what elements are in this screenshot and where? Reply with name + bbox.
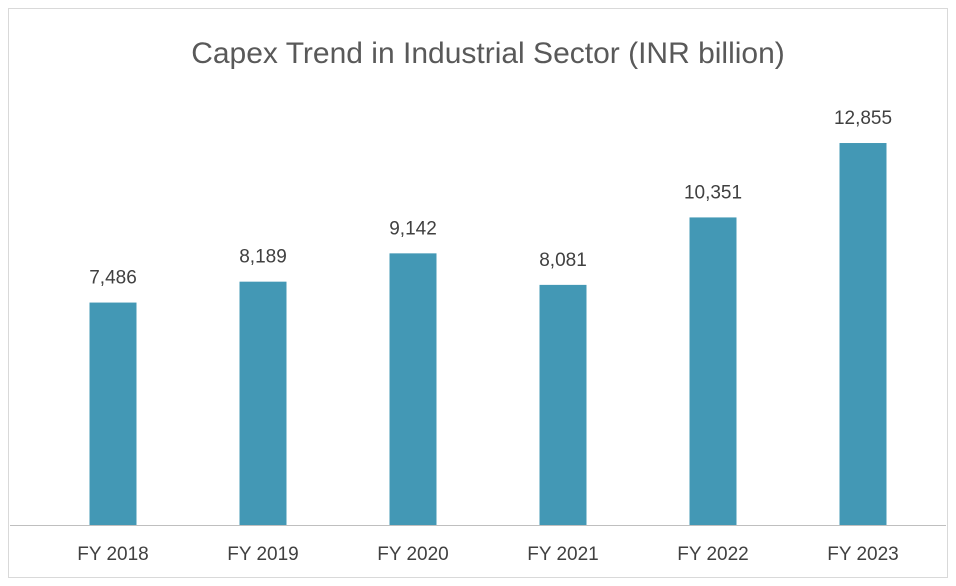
bar	[389, 253, 437, 526]
data-label: 8,081	[539, 250, 587, 271]
data-label: 9,142	[389, 218, 437, 239]
x-tick-label: FY 2020	[377, 544, 448, 565]
bar	[89, 302, 137, 525]
data-label: 7,486	[89, 268, 137, 289]
bar	[689, 217, 737, 525]
data-label: 12,855	[834, 108, 892, 129]
chart-border	[8, 8, 948, 578]
bar	[839, 143, 887, 525]
data-label: 8,189	[239, 247, 287, 268]
bar	[239, 281, 287, 525]
x-tick-label: FY 2018	[77, 544, 148, 565]
chart-title: Capex Trend in Industrial Sector (INR bi…	[191, 37, 785, 70]
data-label: 10,351	[684, 182, 742, 203]
x-tick-label: FY 2021	[527, 544, 598, 565]
x-tick-label: FY 2019	[227, 544, 298, 565]
x-tick-label: FY 2022	[677, 544, 748, 565]
bar	[539, 284, 587, 525]
x-tick-label: FY 2023	[827, 544, 898, 565]
